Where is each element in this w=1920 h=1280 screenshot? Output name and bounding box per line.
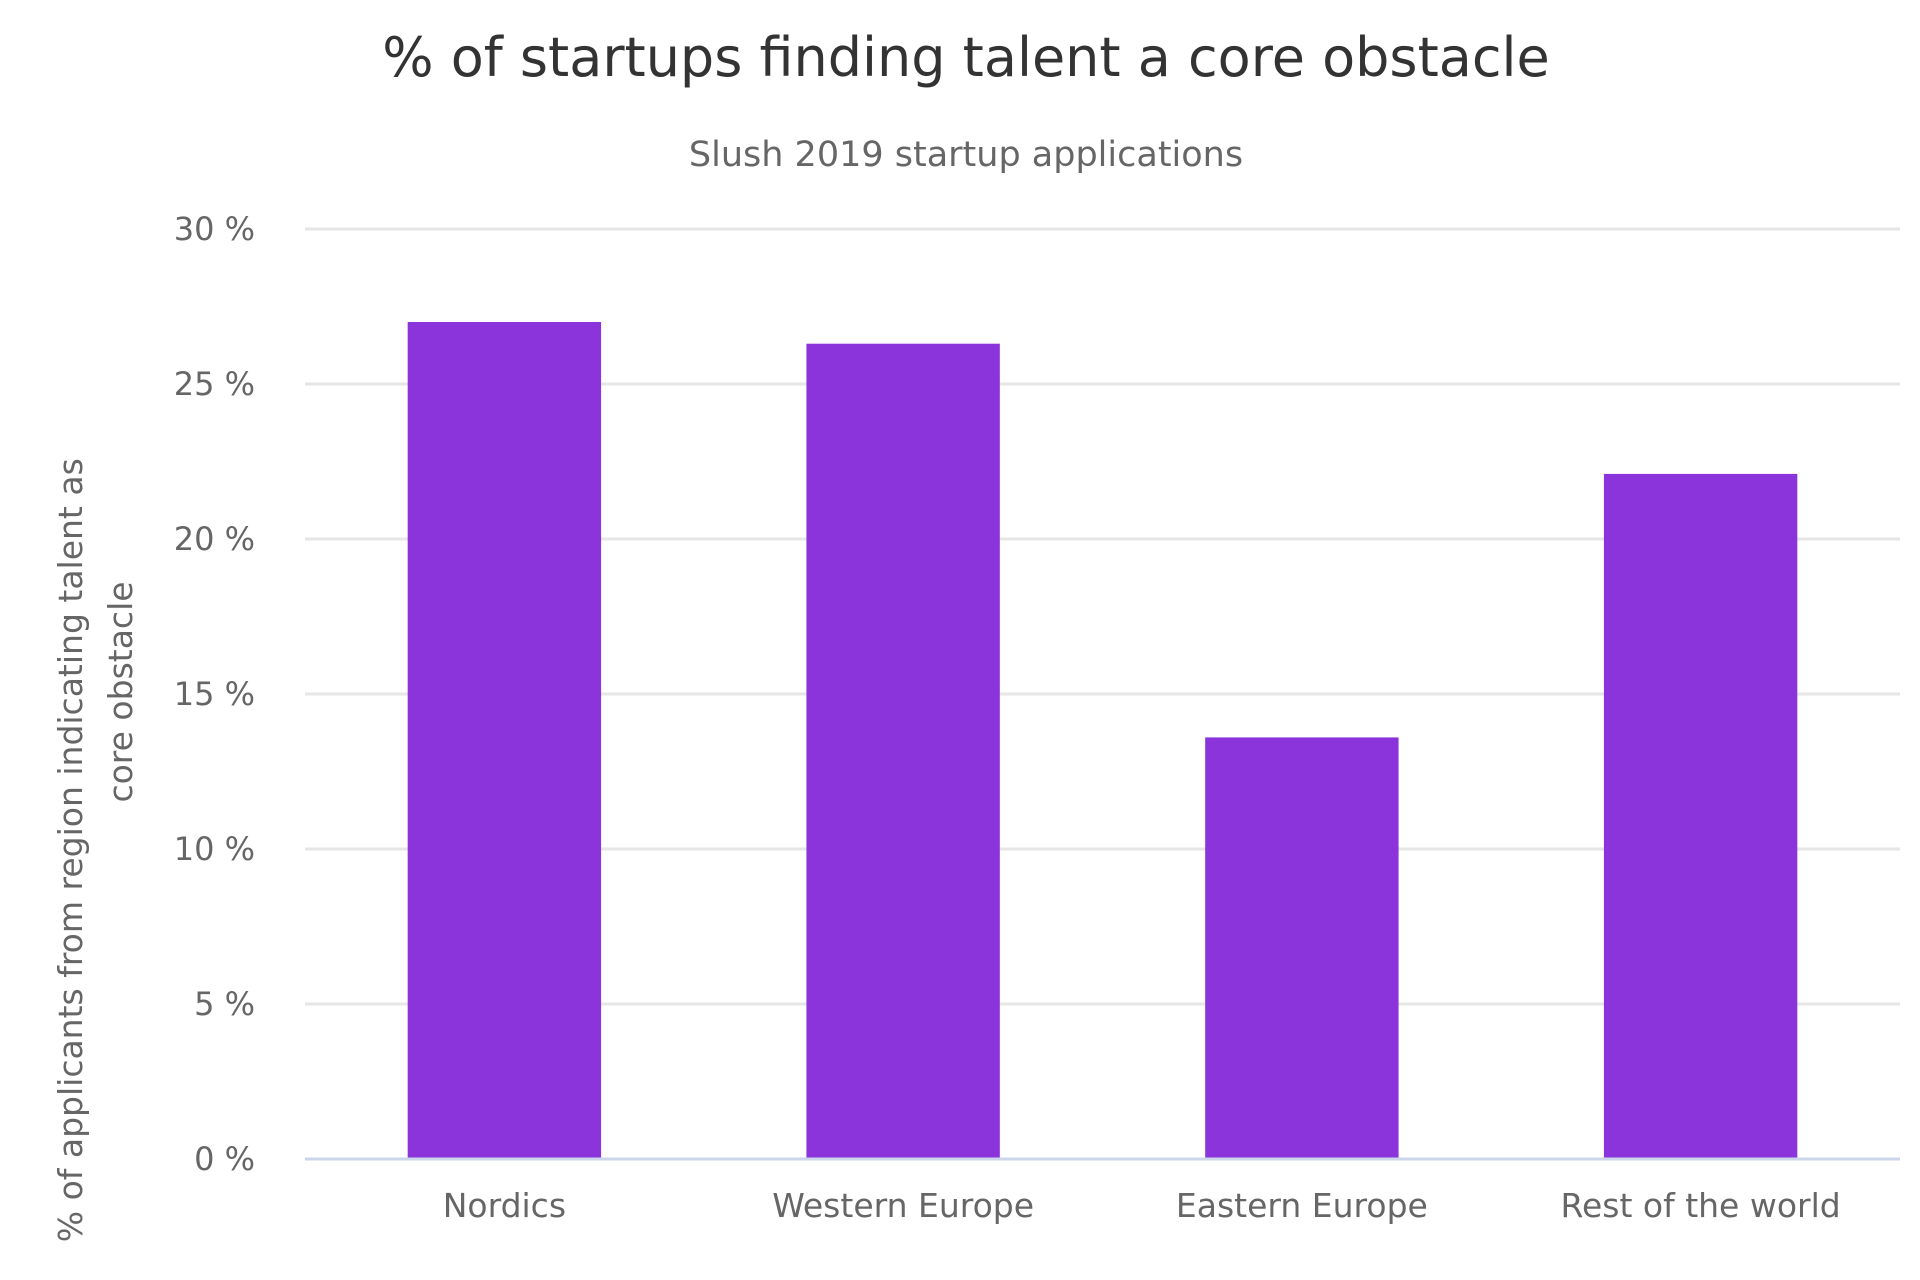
chart-title: % of startups finding talent a core obst… — [382, 26, 1550, 89]
x-category-label: Rest of the world — [1561, 1186, 1841, 1225]
bars — [407, 322, 1798, 1159]
bar-nordics — [407, 322, 602, 1159]
bar-eastern-europe — [1205, 737, 1399, 1159]
y-axis-label-line-1: % of applicants from region indicating t… — [51, 458, 90, 1242]
x-category-label: Eastern Europe — [1176, 1186, 1428, 1225]
bar-western-europe — [806, 343, 1000, 1159]
bar-rest-of-the-world — [1603, 473, 1798, 1159]
y-tick-label: 20 % — [174, 520, 255, 558]
y-tick-label: 30 % — [174, 210, 255, 248]
y-tick-label: 5 % — [194, 985, 255, 1023]
y-tick-label: 10 % — [174, 830, 255, 868]
y-axis-ticks: 0 % 5 % 10 % 15 % 20 % 25 % 30 % — [174, 210, 255, 1178]
y-tick-label: 0 % — [194, 1140, 255, 1178]
y-tick-label: 15 % — [174, 675, 255, 713]
chart-subtitle: Slush 2019 startup applications — [689, 135, 1243, 175]
x-category-label: Western Europe — [772, 1186, 1034, 1225]
x-category-label: Nordics — [443, 1186, 566, 1225]
y-axis-label: % of applicants from region indicating t… — [51, 448, 140, 1243]
x-axis-categories: Nordics Western Europe Eastern Europe Rest … — [443, 1186, 1841, 1225]
y-tick-label: 25 % — [174, 365, 255, 403]
y-axis-label-line-2: core obstacle — [101, 581, 140, 802]
